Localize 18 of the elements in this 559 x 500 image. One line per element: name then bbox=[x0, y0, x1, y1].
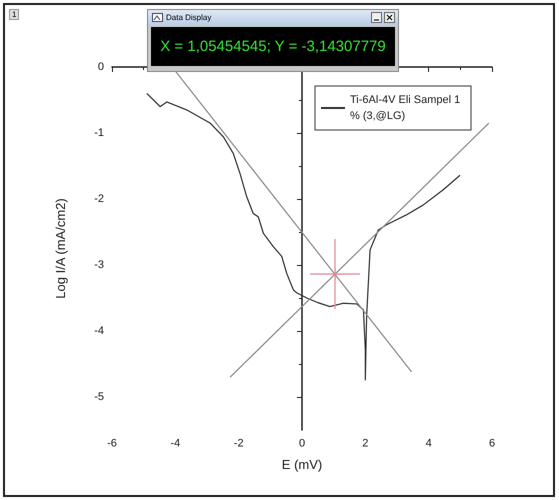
y-axis-title: Log I/A (mA/cm2) bbox=[53, 198, 68, 299]
x-tick-label: -6 bbox=[107, 438, 117, 450]
y-tick-label: -2 bbox=[94, 193, 104, 205]
x-tick-label: 2 bbox=[362, 438, 368, 450]
text: 1 bbox=[9, 9, 20, 20]
x-tick-label: 0 bbox=[298, 438, 306, 450]
y-tick-label: -5 bbox=[94, 391, 104, 403]
x-tick-label: 6 bbox=[488, 438, 496, 450]
legend-label: Ti-6Al-4V Eli Sampel 1 % (3,@LG) bbox=[350, 94, 464, 122]
dialog-window: Data Display X = 1,05454545; Y = -3,14307779 bbox=[147, 9, 399, 72]
y-tick-label: -3 bbox=[94, 259, 104, 271]
y-tick-label: 0 bbox=[98, 61, 104, 73]
x-tick-label: 4 bbox=[426, 438, 432, 450]
x-tick-label: -2 bbox=[234, 438, 244, 450]
y-tick-label: -4 bbox=[94, 325, 104, 337]
x-axis-title: E (mV) bbox=[282, 457, 322, 472]
y-tick-label: -1 bbox=[94, 127, 104, 139]
x-tick-label: -4 bbox=[170, 438, 180, 450]
